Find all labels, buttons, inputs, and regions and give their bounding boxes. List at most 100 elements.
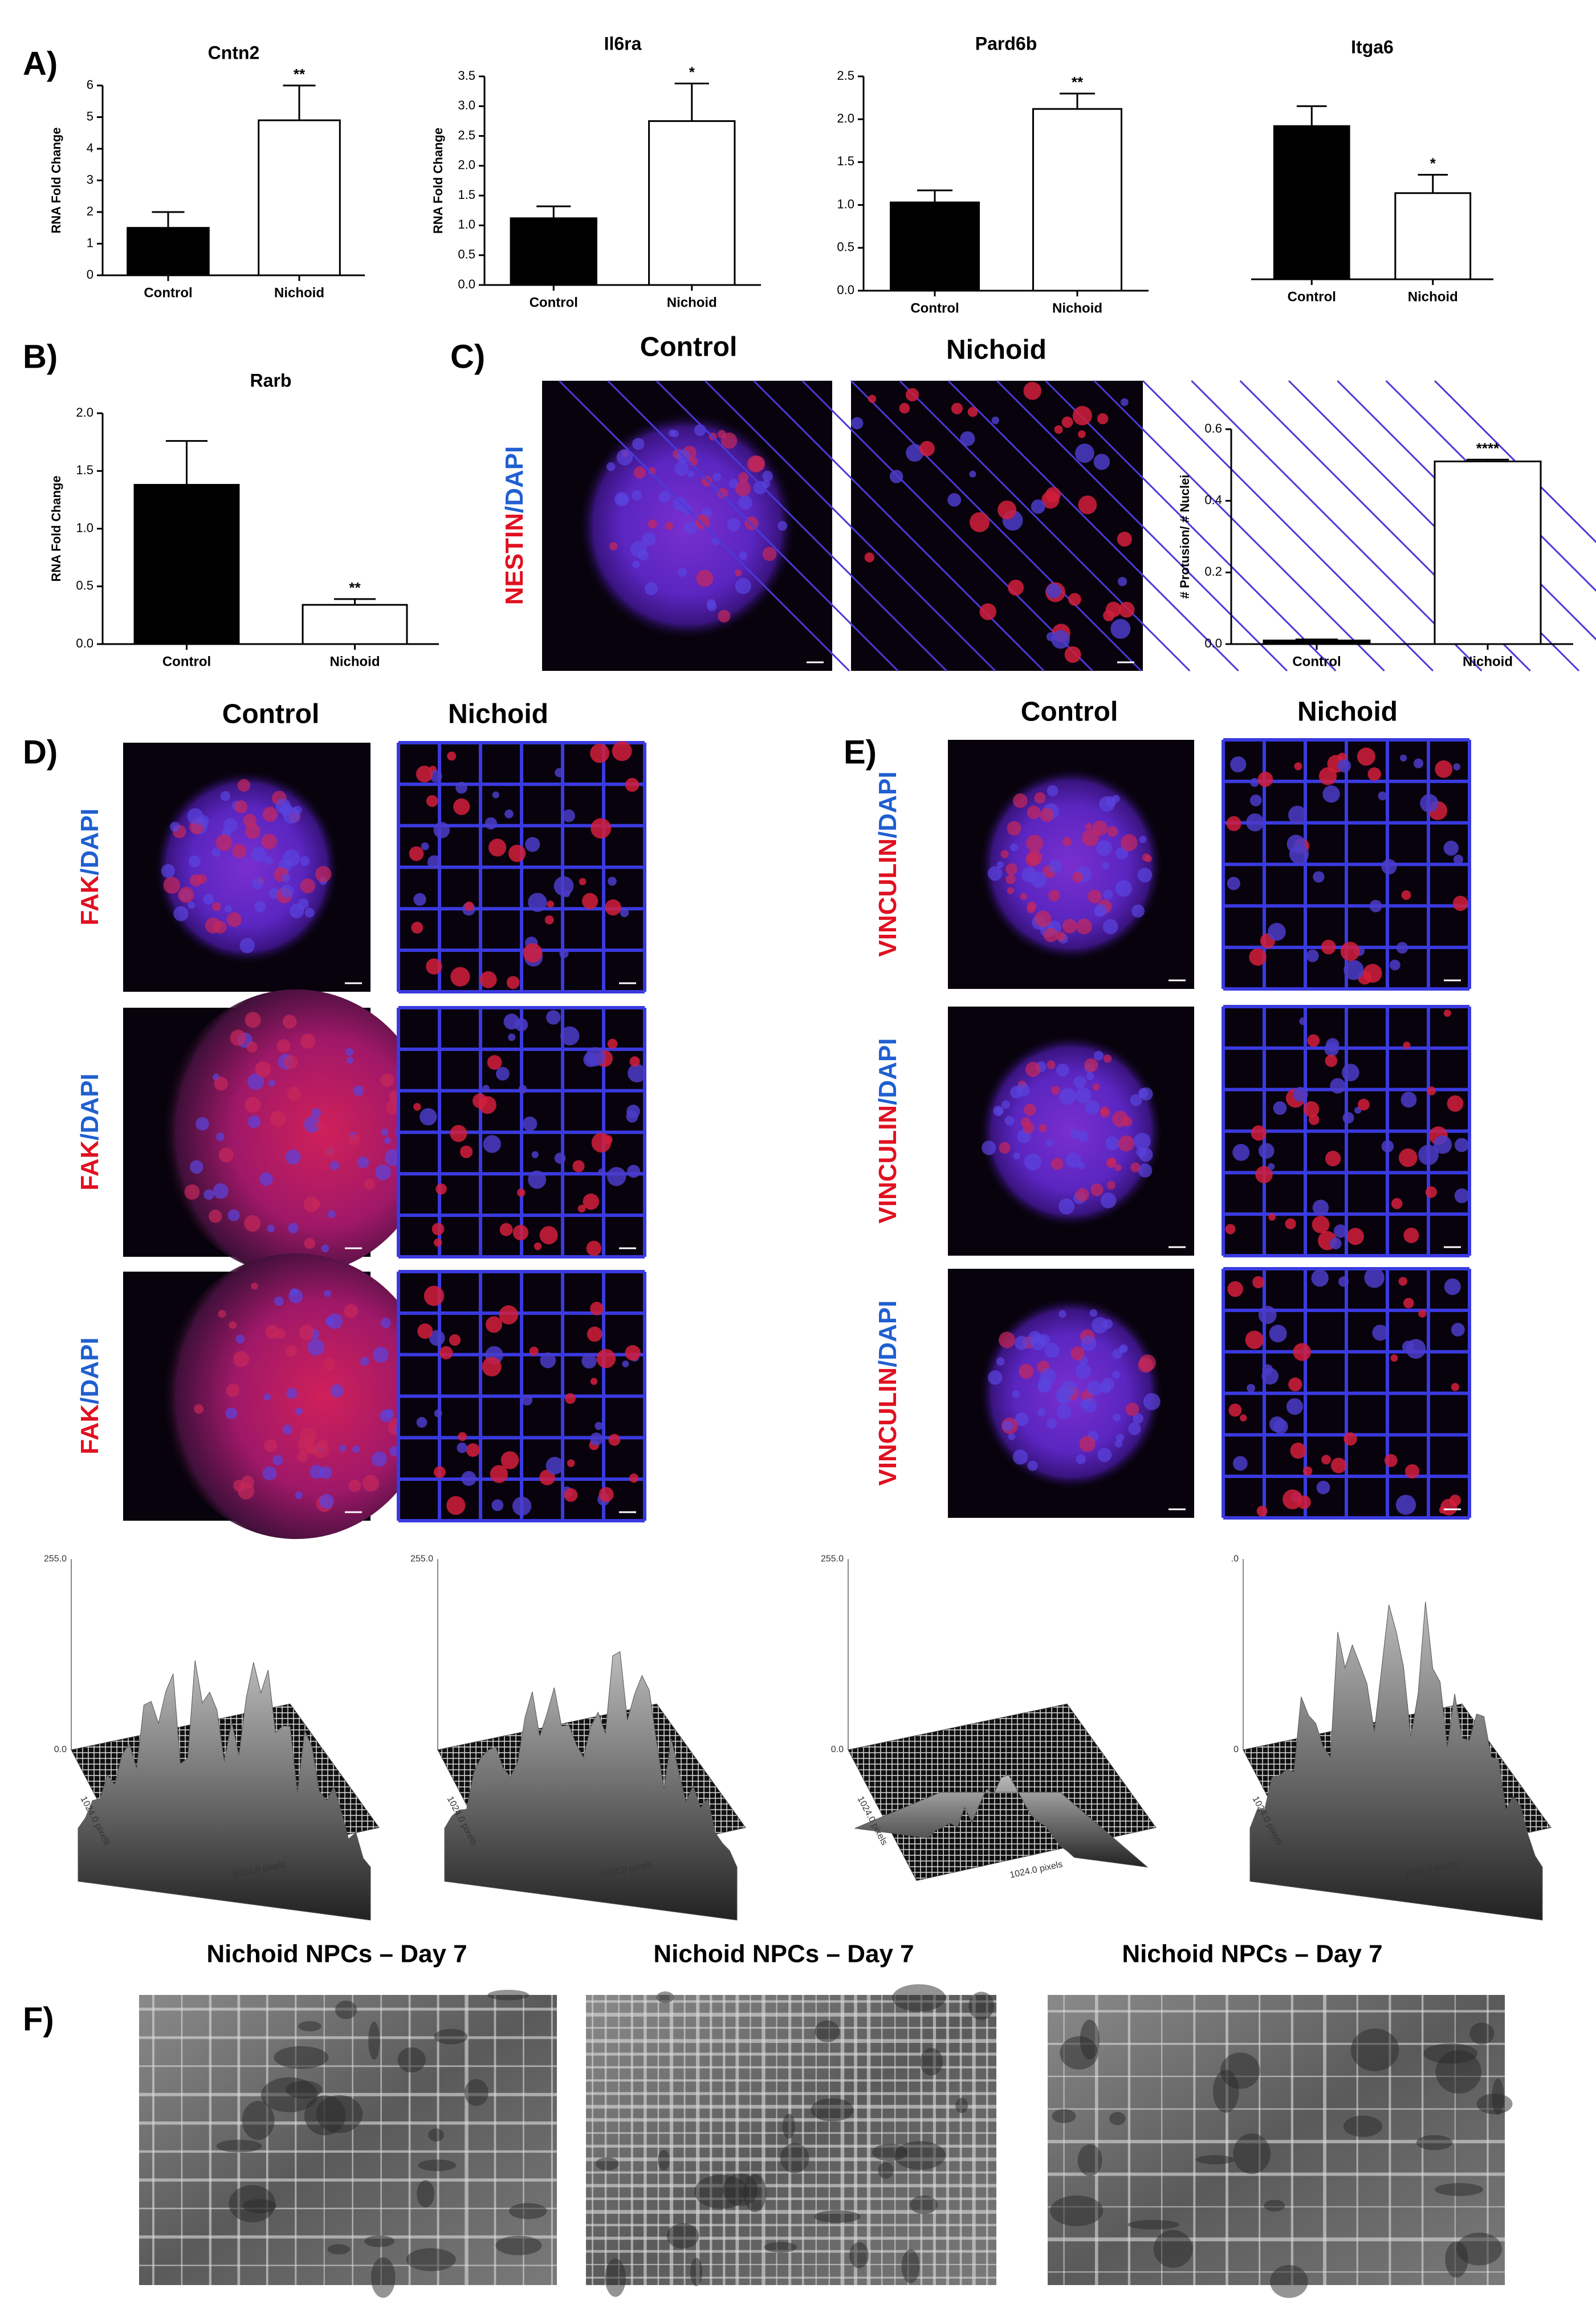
nucleus: [607, 1039, 618, 1049]
y-axis-title: RNA Fold Change: [49, 127, 63, 233]
nucleus: [762, 547, 777, 561]
cell: [418, 2159, 457, 2172]
nucleus: [1282, 1489, 1303, 1510]
nucleus: [323, 1146, 335, 1158]
nucleus: [718, 609, 731, 623]
y-tick-label: 2.0: [458, 158, 475, 172]
nucleus: [486, 1316, 503, 1333]
nucleus: [1343, 1432, 1357, 1446]
nucleus: [1227, 1281, 1243, 1297]
nucleus: [327, 1313, 343, 1329]
nucleus: [1372, 1325, 1389, 1341]
nucleus: [1114, 1439, 1123, 1448]
surface-peaks: [1249, 1602, 1543, 1921]
x-tick-label: Control: [1292, 654, 1341, 669]
nucleus: [1047, 785, 1058, 797]
nucleus: [1117, 577, 1127, 587]
nucleus: [1250, 777, 1259, 787]
significance-label: ****: [1476, 439, 1500, 457]
nucleus: [508, 1033, 516, 1041]
nucleus: [1085, 1100, 1100, 1115]
nucleus: [1062, 919, 1077, 934]
cell: [1350, 2029, 1399, 2071]
cell: [406, 2248, 456, 2271]
nucleus: [1056, 1387, 1073, 1404]
nucleus: [347, 1057, 354, 1064]
cell: [1233, 2133, 1271, 2174]
nucleus: [1321, 939, 1336, 955]
nucleus: [1086, 1072, 1094, 1081]
nucleus: [1398, 1277, 1407, 1286]
bar: [1032, 108, 1122, 292]
nucleus: [1420, 794, 1439, 813]
nucleus: [1401, 890, 1411, 900]
cell: [910, 2195, 938, 2214]
x-tick-label: Control: [1288, 289, 1336, 304]
nucleus: [1285, 1218, 1296, 1229]
y-tick-label: 0.5: [458, 247, 475, 262]
nucleus: [565, 1393, 576, 1404]
cell: [955, 2098, 968, 2113]
nucleus: [433, 822, 450, 838]
nucleus: [967, 406, 978, 417]
significance-label: **: [349, 579, 361, 596]
nucleus: [1023, 382, 1042, 400]
nucleus: [1396, 942, 1408, 954]
nucleus: [1313, 871, 1325, 883]
nucleus: [348, 1134, 360, 1146]
nucleus: [970, 512, 990, 532]
nucleus: [1039, 1123, 1047, 1133]
nucleus: [300, 1033, 316, 1049]
nucleus: [1085, 822, 1093, 830]
nucleus: [606, 1167, 626, 1186]
nucleus: [1400, 1092, 1417, 1108]
nucleus: [275, 799, 291, 814]
nucleus: [598, 1168, 605, 1176]
cell: [1127, 2220, 1179, 2230]
nucleus: [572, 1160, 585, 1172]
nucleus: [1031, 499, 1045, 514]
nucleus: [413, 893, 426, 906]
nucleus: [1131, 904, 1145, 918]
cell: [368, 2022, 380, 2060]
nucleus: [1406, 1339, 1426, 1359]
nucleus: [598, 1487, 614, 1502]
nucleus: [303, 1196, 320, 1212]
y-tick-label: 0.2: [1204, 564, 1222, 579]
stain-marker: NESTIN: [500, 513, 528, 605]
stain-marker: FAK: [76, 1140, 104, 1190]
nucleus: [1056, 1064, 1069, 1077]
stain-marker: VINCULIN: [874, 1367, 902, 1486]
nucleus: [1133, 1413, 1143, 1424]
nucleus: [264, 1439, 278, 1452]
nucleus: [1137, 868, 1153, 883]
panel-label: F): [23, 2001, 54, 2038]
nucleus: [735, 480, 751, 496]
nucleus: [482, 1085, 490, 1093]
nucleus: [627, 1164, 641, 1178]
y-tick-label: 2.0: [837, 111, 854, 125]
z-min-label: 0: [1233, 1745, 1239, 1754]
cell: [1060, 2036, 1098, 2070]
bar-chart: 0.0 0.2 0.4 0.6 # Protusion/ # Nuclei Control…: [1178, 421, 1573, 669]
nucleus: [1454, 1138, 1469, 1152]
nucleus: [1118, 1345, 1126, 1353]
nucleus: [1293, 1343, 1311, 1361]
micrograph: [586, 1984, 996, 2297]
nucleus: [1112, 1370, 1120, 1379]
stain-marker: VINCULIN: [874, 1105, 902, 1224]
nucleus: [1007, 887, 1014, 894]
nucleus: [632, 438, 645, 450]
nucleus: [315, 866, 332, 882]
nucleus: [245, 824, 260, 839]
nucleus: [586, 1240, 602, 1256]
nucleus: [1447, 1095, 1464, 1112]
column-header: Nichoid: [946, 335, 1047, 365]
nucleus: [735, 569, 742, 576]
micrograph: [123, 1253, 433, 1540]
nucleus: [312, 1441, 329, 1459]
nucleus: [515, 1018, 528, 1032]
nucleus: [1427, 1086, 1436, 1096]
x-tick-label: Nichoid: [667, 295, 717, 310]
nucleus: [439, 1346, 453, 1360]
